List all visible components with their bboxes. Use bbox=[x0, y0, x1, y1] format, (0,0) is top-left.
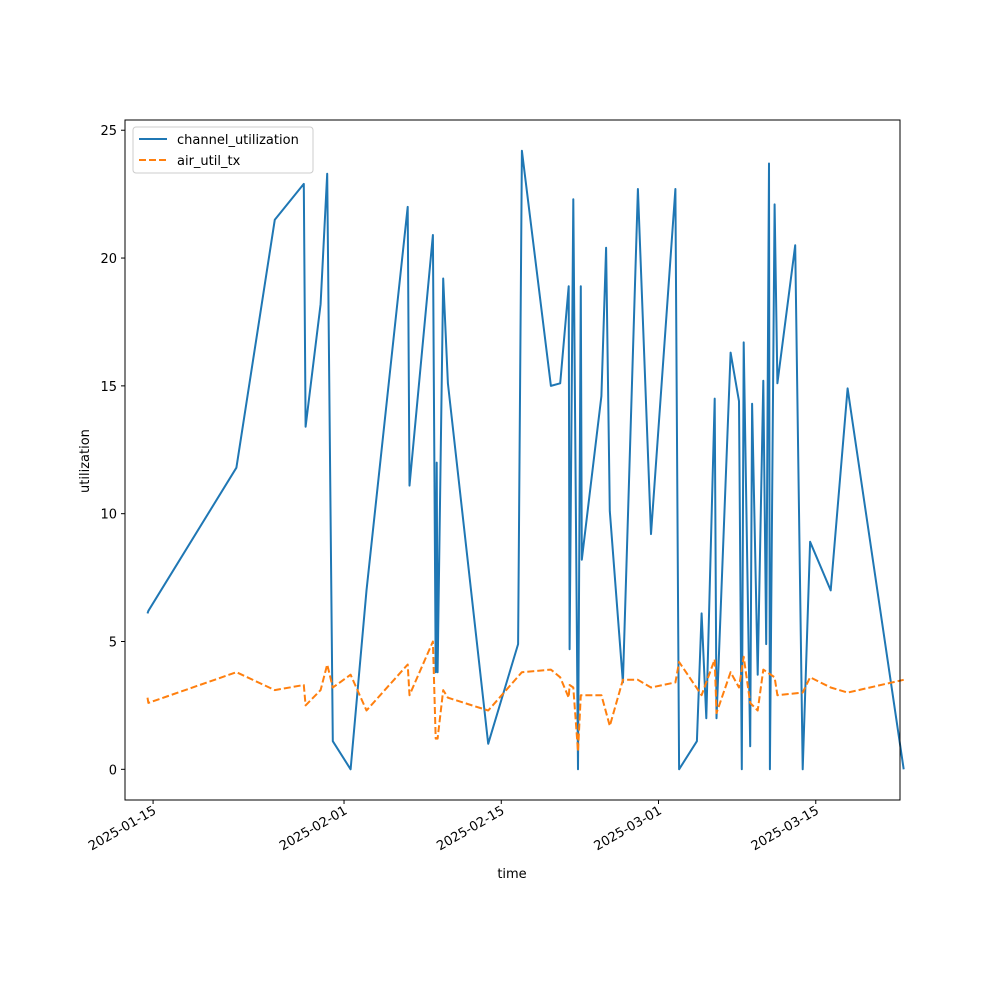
x-axis-label: time bbox=[497, 867, 526, 882]
legend-entry-label: air_util_tx bbox=[177, 154, 241, 169]
plot-lines bbox=[146, 149, 905, 771]
y-tick-label: 25 bbox=[100, 124, 117, 139]
y-axis-label: utilization bbox=[78, 429, 93, 493]
y-tick-label: 5 bbox=[109, 636, 117, 651]
y-tick-label: 15 bbox=[100, 380, 117, 395]
legend: channel_utilization air_util_tx bbox=[132, 126, 314, 174]
plot-area-frame bbox=[124, 119, 901, 801]
y-axis: 0 5 10 15 20 25 bbox=[100, 124, 125, 778]
legend-frame bbox=[132, 126, 314, 174]
series-line-channel-utilization bbox=[146, 149, 905, 771]
y-tick-label: 20 bbox=[100, 252, 117, 267]
legend-entry-label: channel_utilization bbox=[177, 133, 299, 148]
y-tick-label: 10 bbox=[100, 508, 117, 523]
y-tick-label: 0 bbox=[109, 763, 117, 778]
